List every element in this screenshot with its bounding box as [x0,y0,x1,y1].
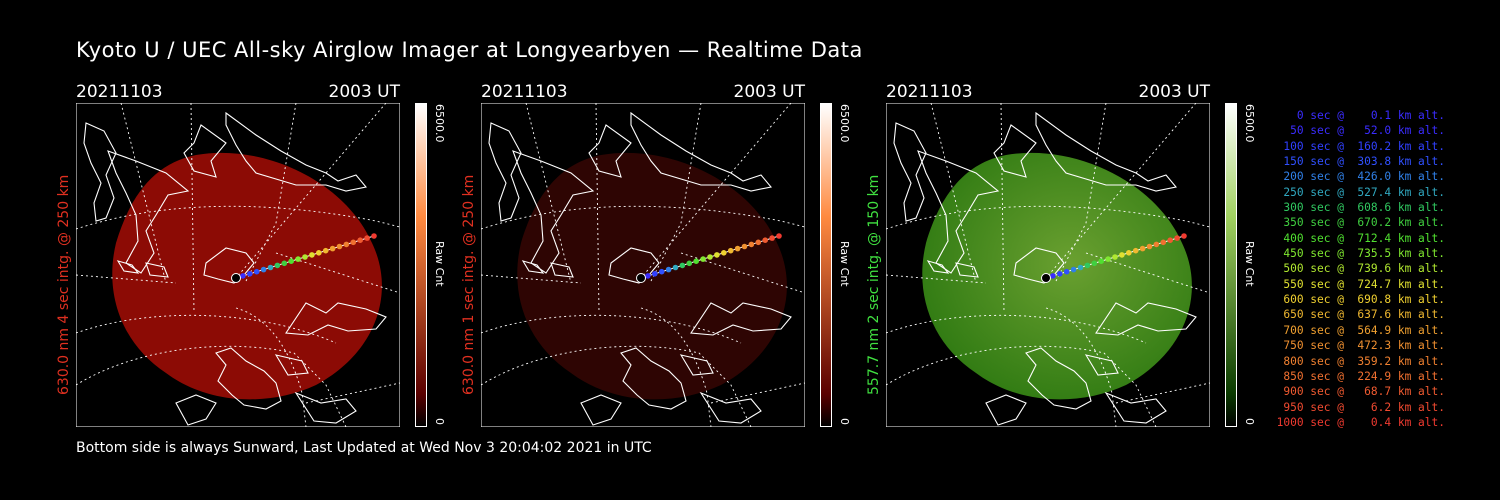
panel-2-colorbar-min: 0 [838,418,851,425]
legend-row: 250 sec @ 527.4 km alt. [1276,185,1445,199]
panel-1-colorbar-unit: Raw Cnt [433,241,446,287]
legend-row: 350 sec @ 670.2 km alt. [1276,216,1445,230]
legend-row: 850 sec @ 224.9 km alt. [1276,369,1445,383]
legend-row: 900 sec @ 68.7 km alt. [1276,385,1445,399]
legend-row: 50 sec @ 52.0 km alt. [1276,124,1445,138]
panel-2-date: 20211103 [481,82,568,102]
panel-1-colorbar-min: 0 [433,418,446,425]
panel-3-colorbar-max: 6500.0 [1243,104,1256,143]
panel-3-colorbar-unit: Raw Cnt [1243,241,1256,287]
trajectory-legend: 0 sec @ 0.1 km alt. 50 sec @ 52.0 km alt… [1270,108,1445,430]
panel-2-colorbar [820,103,832,427]
panel-3-colorbar-min: 0 [1243,418,1256,425]
panel-3-image [886,103,1210,427]
legend-row: 800 sec @ 359.2 km alt. [1276,354,1445,368]
legend-row: 700 sec @ 564.9 km alt. [1276,323,1445,337]
legend-row: 400 sec @ 712.4 km alt. [1276,231,1445,245]
legend-row: 600 sec @ 690.8 km alt. [1276,293,1445,307]
panel-2-image [481,103,805,427]
panel-1-wavelength-label: 630.0 nm 4 sec intg. @ 250 km [56,174,72,395]
panel-2-colorbar-max: 6500.0 [838,104,851,143]
legend-row: 300 sec @ 608.6 km alt. [1276,201,1445,215]
legend-row: 450 sec @ 735.5 km alt. [1276,247,1445,261]
page-title: Kyoto U / UEC All-sky Airglow Imager at … [76,38,863,62]
legend-row: 0 sec @ 0.1 km alt. [1276,109,1445,122]
panel-1-colorbar [415,103,427,427]
legend-row: 150 sec @ 303.8 km alt. [1276,155,1445,169]
panel-1-colorbar-max: 6500.0 [433,104,446,143]
legend-row: 100 sec @ 160.2 km alt. [1276,139,1445,153]
legend-row: 1000 sec @ 0.4 km alt. [1276,415,1445,429]
panel-1-time: 2003 UT [328,82,401,102]
panel-3-wavelength-label: 557.7 nm 2 sec intg. @ 150 km [866,174,882,395]
legend-row: 550 sec @ 724.7 km alt. [1276,277,1445,291]
legend-row: 200 sec @ 426.0 km alt. [1276,170,1445,184]
legend-row: 500 sec @ 739.6 km alt. [1276,262,1445,276]
panel-3-date: 20211103 [886,82,973,102]
panel-1-image [76,103,400,427]
legend-row: 950 sec @ 6.2 km alt. [1276,400,1445,414]
panel-2-colorbar-unit: Raw Cnt [838,241,851,287]
legend-row: 650 sec @ 637.6 km alt. [1276,308,1445,322]
legend-row: 750 sec @ 472.3 km alt. [1276,339,1445,353]
panel-2-wavelength-label: 630.0 nm 1 sec intg. @ 250 km [461,174,477,395]
panel-3-time: 2003 UT [1138,82,1211,102]
panel-2-time: 2003 UT [733,82,806,102]
panel-1-date: 20211103 [76,82,163,102]
footer-status: Bottom side is always Sunward, Last Upda… [76,440,652,456]
panel-3-colorbar [1225,103,1237,427]
